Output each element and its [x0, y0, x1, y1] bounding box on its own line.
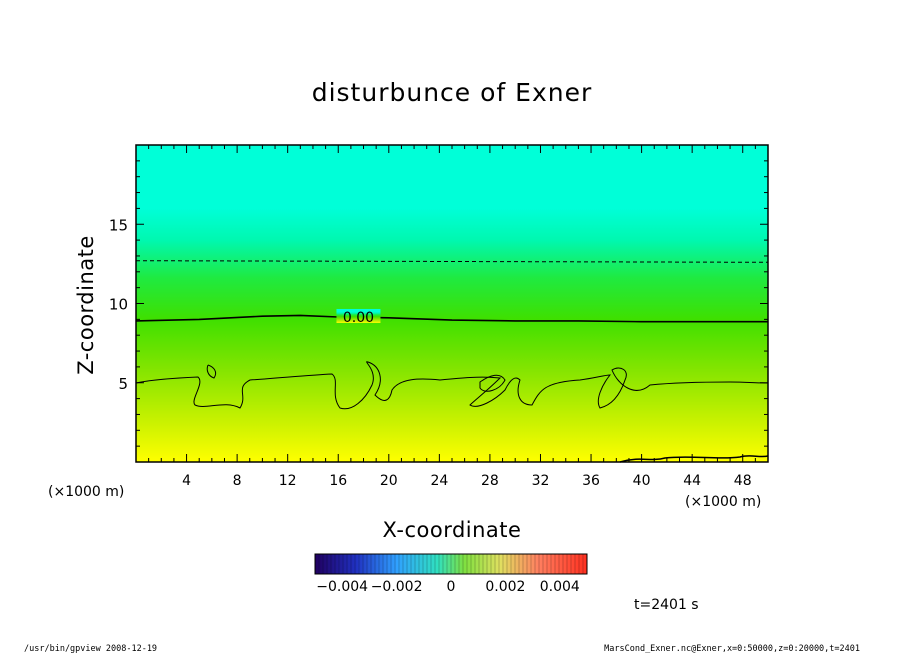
contour-dashed	[135, 260, 769, 263]
colorbar-tick-label: 0	[447, 579, 456, 595]
x-tick-label: 12	[279, 473, 297, 489]
time-annotation: t=2401 s	[634, 597, 699, 613]
contour-closed-1	[206, 364, 217, 379]
contour-label-gap	[336, 308, 381, 323]
x-tick-label: 36	[582, 473, 600, 489]
y-tick-label: 15	[109, 216, 128, 234]
x-tick-label: 28	[481, 473, 499, 489]
x-unit-right: (×1000 m)	[685, 494, 761, 510]
colorbar-tick-label: 0.002	[485, 579, 525, 595]
colorbar-tick-label: −0.004	[316, 579, 368, 595]
y-tick-label: 10	[109, 296, 128, 314]
contour-closed-2	[479, 374, 506, 392]
colorbar-stripes	[318, 554, 584, 574]
x-tick-label: 44	[683, 473, 701, 489]
colorbar	[314, 553, 588, 575]
x-axis-label: X-coordinate	[383, 518, 522, 542]
x-axis: 4 8 12 16 20 24 28 32 36 40 44 48	[148, 145, 756, 489]
x-tick-label: 16	[329, 473, 347, 489]
contour-label: 0.00	[343, 310, 374, 326]
y-tick-label: 5	[118, 375, 128, 393]
colorbar-tick-label: 0.004	[540, 579, 580, 595]
heatmap-field	[136, 145, 768, 462]
x-tick-label: 20	[380, 473, 398, 489]
x-unit-left: (×1000 m)	[48, 484, 124, 500]
footer-left: /usr/bin/gpview 2008-12-19	[24, 644, 157, 654]
x-tick-label: 48	[734, 473, 752, 489]
footer-right: MarsCond_Exner.nc@Exner,x=0:50000,z=0:20…	[604, 644, 860, 654]
x-tick-label: 8	[233, 473, 242, 489]
chart-title: disturbunce of Exner	[312, 78, 593, 107]
colorbar-tick-label: −0.002	[371, 579, 423, 595]
x-tick-label: 32	[532, 473, 550, 489]
colorbar-labels: −0.004 −0.002 0 0.002 0.004	[316, 579, 580, 595]
x-tick-label: 24	[430, 473, 448, 489]
contour-surface	[619, 455, 769, 463]
y-axis-label: Z-coordinate	[74, 235, 98, 375]
x-tick-label: 4	[182, 473, 191, 489]
y-axis: 5 10 15	[109, 160, 768, 447]
contour-zero	[135, 314, 768, 323]
contour-low	[135, 361, 769, 410]
x-tick-label: 40	[633, 473, 651, 489]
